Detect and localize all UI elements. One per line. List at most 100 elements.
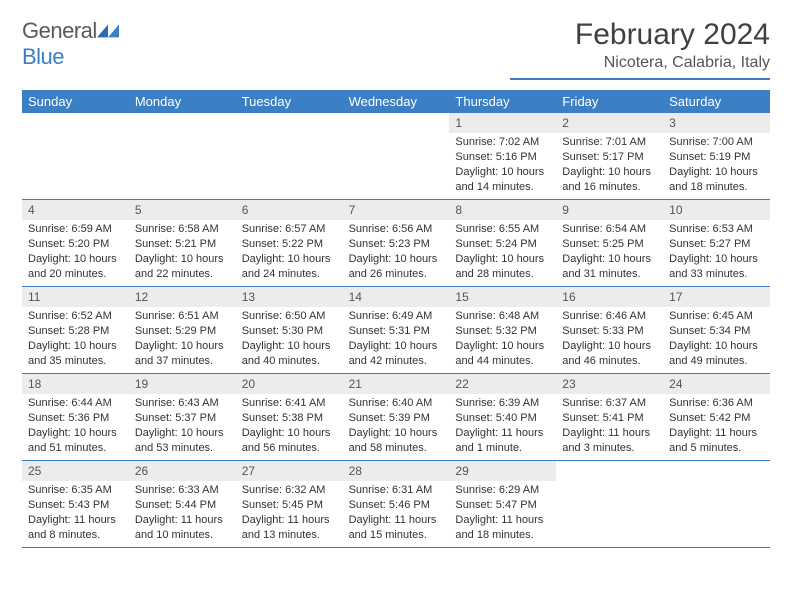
- day-body: Sunrise: 6:36 AMSunset: 5:42 PMDaylight:…: [663, 396, 770, 459]
- daylight-text: Daylight: 10 hours and 58 minutes.: [349, 426, 444, 456]
- daylight-text: Daylight: 10 hours and 14 minutes.: [455, 165, 550, 195]
- day-body: Sunrise: 6:37 AMSunset: 5:41 PMDaylight:…: [556, 396, 663, 459]
- day-cell: 25Sunrise: 6:35 AMSunset: 5:43 PMDayligh…: [22, 461, 129, 547]
- week-row: 18Sunrise: 6:44 AMSunset: 5:36 PMDayligh…: [22, 374, 770, 461]
- day-body: Sunrise: 6:51 AMSunset: 5:29 PMDaylight:…: [129, 309, 236, 372]
- day-number: 21: [343, 374, 450, 394]
- day-number: 13: [236, 287, 343, 307]
- day-cell: 4Sunrise: 6:59 AMSunset: 5:20 PMDaylight…: [22, 200, 129, 286]
- daylight-text: Daylight: 10 hours and 31 minutes.: [562, 252, 657, 282]
- day-cell: 20Sunrise: 6:41 AMSunset: 5:38 PMDayligh…: [236, 374, 343, 460]
- daylight-text: Daylight: 10 hours and 28 minutes.: [455, 252, 550, 282]
- sunset-text: Sunset: 5:24 PM: [455, 237, 550, 252]
- day-cell: [236, 113, 343, 199]
- day-number: [343, 113, 450, 117]
- day-cell: 9Sunrise: 6:54 AMSunset: 5:25 PMDaylight…: [556, 200, 663, 286]
- day-number: 20: [236, 374, 343, 394]
- day-number: 5: [129, 200, 236, 220]
- day-header-saturday: Saturday: [663, 90, 770, 113]
- sunset-text: Sunset: 5:23 PM: [349, 237, 444, 252]
- day-body: Sunrise: 6:43 AMSunset: 5:37 PMDaylight:…: [129, 396, 236, 459]
- sunrise-text: Sunrise: 6:51 AM: [135, 309, 230, 324]
- day-number: 11: [22, 287, 129, 307]
- sunrise-text: Sunrise: 6:36 AM: [669, 396, 764, 411]
- daylight-text: Daylight: 11 hours and 1 minute.: [455, 426, 550, 456]
- daylight-text: Daylight: 10 hours and 37 minutes.: [135, 339, 230, 369]
- daylight-text: Daylight: 11 hours and 10 minutes.: [135, 513, 230, 543]
- day-number: 2: [556, 113, 663, 133]
- day-cell: 19Sunrise: 6:43 AMSunset: 5:37 PMDayligh…: [129, 374, 236, 460]
- sunrise-text: Sunrise: 6:37 AM: [562, 396, 657, 411]
- daylight-text: Daylight: 11 hours and 18 minutes.: [455, 513, 550, 543]
- daylight-text: Daylight: 11 hours and 5 minutes.: [669, 426, 764, 456]
- day-body: Sunrise: 6:33 AMSunset: 5:44 PMDaylight:…: [129, 483, 236, 546]
- day-body: Sunrise: 6:48 AMSunset: 5:32 PMDaylight:…: [449, 309, 556, 372]
- sunset-text: Sunset: 5:31 PM: [349, 324, 444, 339]
- day-cell: 17Sunrise: 6:45 AMSunset: 5:34 PMDayligh…: [663, 287, 770, 373]
- day-number: 23: [556, 374, 663, 394]
- sunrise-text: Sunrise: 6:46 AM: [562, 309, 657, 324]
- sunset-text: Sunset: 5:40 PM: [455, 411, 550, 426]
- daylight-text: Daylight: 10 hours and 42 minutes.: [349, 339, 444, 369]
- logo-text-general: General: [22, 18, 97, 43]
- day-body: Sunrise: 6:53 AMSunset: 5:27 PMDaylight:…: [663, 222, 770, 285]
- day-body: Sunrise: 7:02 AMSunset: 5:16 PMDaylight:…: [449, 135, 556, 198]
- week-row: 4Sunrise: 6:59 AMSunset: 5:20 PMDaylight…: [22, 200, 770, 287]
- daylight-text: Daylight: 10 hours and 33 minutes.: [669, 252, 764, 282]
- day-body: Sunrise: 6:54 AMSunset: 5:25 PMDaylight:…: [556, 222, 663, 285]
- day-number: 3: [663, 113, 770, 133]
- sunrise-text: Sunrise: 6:45 AM: [669, 309, 764, 324]
- sunset-text: Sunset: 5:38 PM: [242, 411, 337, 426]
- day-cell: 28Sunrise: 6:31 AMSunset: 5:46 PMDayligh…: [343, 461, 450, 547]
- day-body: Sunrise: 6:52 AMSunset: 5:28 PMDaylight:…: [22, 309, 129, 372]
- day-cell: 1Sunrise: 7:02 AMSunset: 5:16 PMDaylight…: [449, 113, 556, 199]
- daylight-text: Daylight: 10 hours and 40 minutes.: [242, 339, 337, 369]
- daylight-text: Daylight: 11 hours and 8 minutes.: [28, 513, 123, 543]
- sunset-text: Sunset: 5:36 PM: [28, 411, 123, 426]
- day-cell: 11Sunrise: 6:52 AMSunset: 5:28 PMDayligh…: [22, 287, 129, 373]
- daylight-text: Daylight: 10 hours and 44 minutes.: [455, 339, 550, 369]
- day-number: 26: [129, 461, 236, 481]
- sunset-text: Sunset: 5:17 PM: [562, 150, 657, 165]
- day-body: Sunrise: 6:35 AMSunset: 5:43 PMDaylight:…: [22, 483, 129, 546]
- sunrise-text: Sunrise: 6:54 AM: [562, 222, 657, 237]
- day-cell: [343, 113, 450, 199]
- day-number: 22: [449, 374, 556, 394]
- day-cell: 24Sunrise: 6:36 AMSunset: 5:42 PMDayligh…: [663, 374, 770, 460]
- sunrise-text: Sunrise: 6:55 AM: [455, 222, 550, 237]
- day-number: 29: [449, 461, 556, 481]
- day-body: Sunrise: 6:57 AMSunset: 5:22 PMDaylight:…: [236, 222, 343, 285]
- daylight-text: Daylight: 11 hours and 3 minutes.: [562, 426, 657, 456]
- day-cell: 6Sunrise: 6:57 AMSunset: 5:22 PMDaylight…: [236, 200, 343, 286]
- day-body: Sunrise: 6:39 AMSunset: 5:40 PMDaylight:…: [449, 396, 556, 459]
- logo-text-blue: Blue: [22, 44, 64, 69]
- sunrise-text: Sunrise: 7:02 AM: [455, 135, 550, 150]
- day-header-sunday: Sunday: [22, 90, 129, 113]
- sunrise-text: Sunrise: 7:01 AM: [562, 135, 657, 150]
- sunrise-text: Sunrise: 6:32 AM: [242, 483, 337, 498]
- day-cell: 21Sunrise: 6:40 AMSunset: 5:39 PMDayligh…: [343, 374, 450, 460]
- sunset-text: Sunset: 5:42 PM: [669, 411, 764, 426]
- day-number: 16: [556, 287, 663, 307]
- sunrise-text: Sunrise: 6:29 AM: [455, 483, 550, 498]
- week-row: 25Sunrise: 6:35 AMSunset: 5:43 PMDayligh…: [22, 461, 770, 548]
- sunset-text: Sunset: 5:27 PM: [669, 237, 764, 252]
- day-number: [556, 461, 663, 465]
- week-row: 11Sunrise: 6:52 AMSunset: 5:28 PMDayligh…: [22, 287, 770, 374]
- day-cell: 2Sunrise: 7:01 AMSunset: 5:17 PMDaylight…: [556, 113, 663, 199]
- sunset-text: Sunset: 5:44 PM: [135, 498, 230, 513]
- day-body: Sunrise: 6:59 AMSunset: 5:20 PMDaylight:…: [22, 222, 129, 285]
- day-header-friday: Friday: [556, 90, 663, 113]
- day-cell: 16Sunrise: 6:46 AMSunset: 5:33 PMDayligh…: [556, 287, 663, 373]
- day-body: Sunrise: 6:46 AMSunset: 5:33 PMDaylight:…: [556, 309, 663, 372]
- sunset-text: Sunset: 5:25 PM: [562, 237, 657, 252]
- day-number: [236, 113, 343, 117]
- sunset-text: Sunset: 5:22 PM: [242, 237, 337, 252]
- day-number: 17: [663, 287, 770, 307]
- sunrise-text: Sunrise: 6:41 AM: [242, 396, 337, 411]
- day-number: [22, 113, 129, 117]
- sunset-text: Sunset: 5:28 PM: [28, 324, 123, 339]
- day-cell: 3Sunrise: 7:00 AMSunset: 5:19 PMDaylight…: [663, 113, 770, 199]
- sunrise-text: Sunrise: 6:59 AM: [28, 222, 123, 237]
- daylight-text: Daylight: 11 hours and 15 minutes.: [349, 513, 444, 543]
